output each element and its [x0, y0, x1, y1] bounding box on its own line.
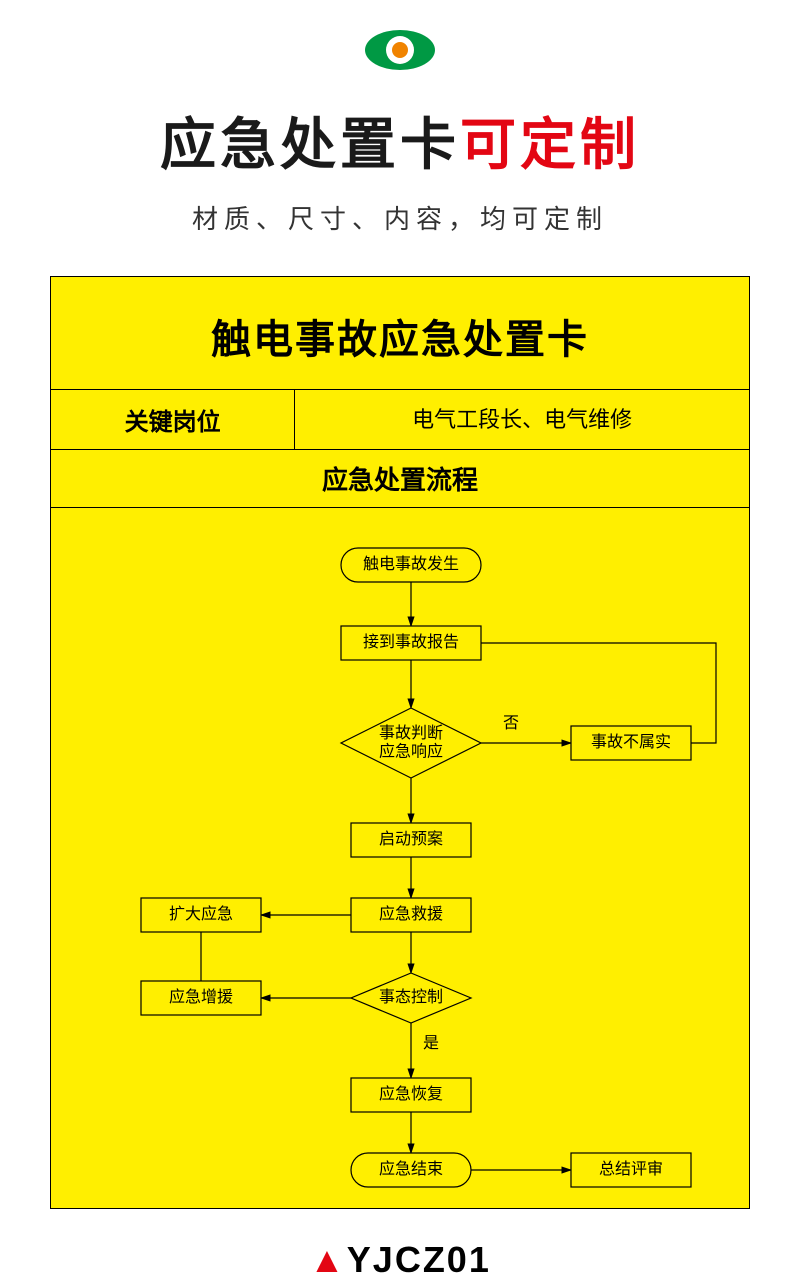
svg-text:启动预案: 启动预案 — [379, 830, 443, 848]
svg-text:总结评审: 总结评审 — [599, 1160, 663, 1178]
card-row-position: 关键岗位 电气工段长、电气维修 — [51, 390, 749, 450]
svg-text:否: 否 — [503, 715, 519, 732]
svg-text:触电事故发生: 触电事故发生 — [363, 555, 459, 573]
svg-text:事态控制: 事态控制 — [379, 988, 443, 1006]
svg-text:事故判断: 事故判断 — [379, 724, 443, 742]
main-title: 应急处置卡可定制 — [0, 100, 800, 181]
svg-text:事故不属实: 事故不属实 — [591, 733, 671, 751]
svg-text:是: 是 — [423, 1035, 439, 1052]
subtitle: 材质、尺寸、内容，均可定制 — [0, 199, 800, 236]
header: 应急处置卡可定制 材质、尺寸、内容，均可定制 — [0, 0, 800, 236]
footer: ▲YJCZ01 — [0, 1239, 800, 1281]
svg-text:接到事故报告: 接到事故报告 — [363, 633, 459, 651]
row-value: 电气工段长、电气维修 — [295, 390, 749, 449]
svg-text:扩大应急: 扩大应急 — [169, 904, 233, 923]
title-part1: 应急处置卡 — [160, 113, 460, 176]
svg-text:应急结束: 应急结束 — [379, 1159, 443, 1178]
svg-text:应急恢复: 应急恢复 — [379, 1084, 443, 1103]
svg-text:应急响应: 应急响应 — [379, 741, 443, 760]
section-title: 应急处置流程 — [51, 450, 749, 508]
title-part2: 可定制 — [460, 113, 640, 176]
card-title: 触电事故应急处置卡 — [51, 277, 749, 390]
row-label: 关键岗位 — [51, 390, 295, 449]
svg-text:应急救援: 应急救援 — [379, 904, 443, 923]
emergency-card: 触电事故应急处置卡 关键岗位 电气工段长、电气维修 应急处置流程 否是 触电事故发… — [50, 276, 750, 1209]
svg-text:应急增援: 应急增援 — [169, 987, 233, 1006]
eye-icon — [360, 25, 440, 80]
flowchart: 否是 触电事故发生接到事故报告事故判断应急响应 事故不属实启动预案应急救援 扩大应急事… — [51, 508, 749, 1208]
